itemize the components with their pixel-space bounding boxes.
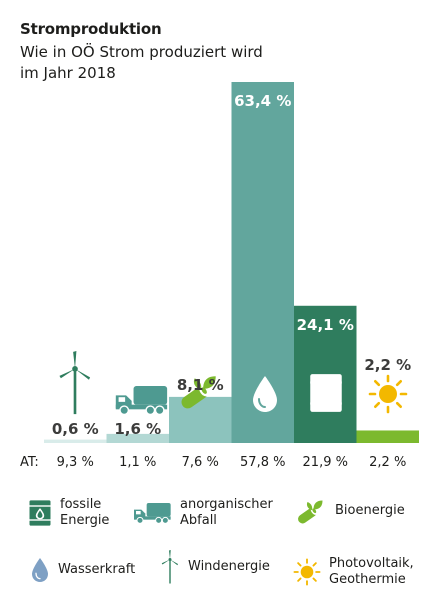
at-value-hydro: 57,8 % bbox=[240, 455, 285, 470]
sun-icon bbox=[293, 558, 321, 586]
legend-label-wind: Windenergie bbox=[188, 559, 270, 574]
at-value-waste: 1,1 % bbox=[119, 455, 156, 470]
legend-label-solar: Photovoltaik, Geothermie bbox=[329, 556, 414, 587]
at-value-wind: 9,3 % bbox=[57, 455, 94, 470]
garbage-truck-icon bbox=[115, 385, 168, 416]
at-row-label: AT: bbox=[20, 455, 39, 470]
chart-subtitle: Wie in OÖ Strom produziert wird im Jahr … bbox=[20, 43, 263, 82]
water-drop-icon bbox=[30, 556, 50, 584]
legend-item-wind: Windenergie bbox=[160, 549, 270, 585]
bar-bio bbox=[169, 396, 232, 443]
bar-wind bbox=[44, 439, 107, 443]
legend-label-fossil: fossile Energie bbox=[60, 497, 110, 528]
value-label-fossil: 24,1 % bbox=[297, 316, 354, 334]
value-label-solar: 2,2 % bbox=[364, 356, 411, 374]
legend-item-bio: Bioenergie bbox=[297, 497, 405, 525]
value-label-bio: 8,1 % bbox=[177, 376, 224, 394]
legend-label-bio: Bioenergie bbox=[335, 503, 405, 518]
bar-waste bbox=[106, 433, 169, 443]
at-value-solar: 2,2 % bbox=[369, 455, 406, 470]
bar-chart: 0,6 % 1,6 % 8,1 % 63,4 % 24,1 % 2,2 % AT: 9,3… bbox=[20, 82, 419, 470]
value-label-hydro: 63,4 % bbox=[234, 92, 291, 110]
chart-title: Stromproduktion bbox=[20, 20, 162, 38]
legend-item-hydro: Wasserkraft bbox=[30, 556, 135, 584]
legend-label-waste: anorganischer Abfall bbox=[180, 497, 273, 528]
at-value-bio: 7,6 % bbox=[182, 455, 219, 470]
at-value-fossil: 21,9 % bbox=[303, 455, 348, 470]
oil-barrel-icon bbox=[28, 499, 52, 527]
value-label-wind: 0,6 % bbox=[52, 420, 99, 438]
oil-barrel-icon bbox=[310, 374, 342, 412]
wood-log-leaf-icon bbox=[297, 497, 327, 525]
legend-item-fossil: fossile Energie bbox=[28, 497, 109, 529]
sun-icon bbox=[368, 374, 408, 414]
wind-turbine-icon bbox=[160, 549, 180, 585]
bar-solar bbox=[356, 430, 419, 443]
legend-label-hydro: Wasserkraft bbox=[58, 562, 136, 577]
legend-item-waste: anorganischer Abfall bbox=[132, 497, 273, 529]
wind-turbine-icon bbox=[59, 350, 91, 415]
legend-item-solar: Photovoltaik, Geothermie bbox=[293, 556, 414, 588]
garbage-truck-icon bbox=[132, 501, 172, 525]
value-label-waste: 1,6 % bbox=[114, 420, 161, 438]
